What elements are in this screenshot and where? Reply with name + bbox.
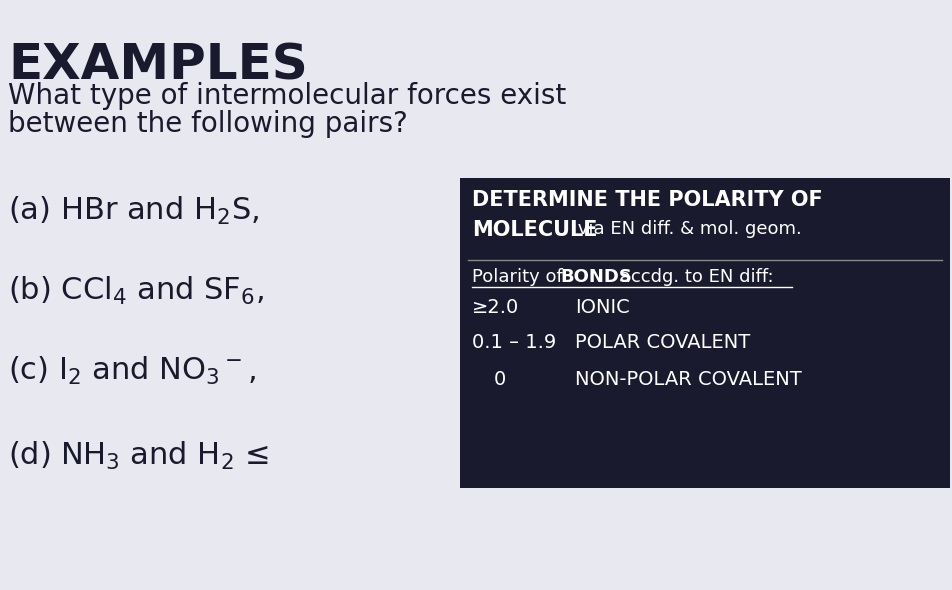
Text: EXAMPLES: EXAMPLES xyxy=(8,42,307,90)
Text: DETERMINE THE POLARITY OF: DETERMINE THE POLARITY OF xyxy=(471,190,822,210)
Text: (b) CCl$_4$ and SF$_6$,: (b) CCl$_4$ and SF$_6$, xyxy=(8,275,264,307)
Text: ≥2.0: ≥2.0 xyxy=(471,298,519,317)
Text: (a) HBr and H$_2$S,: (a) HBr and H$_2$S, xyxy=(8,195,259,227)
Text: IONIC: IONIC xyxy=(574,298,629,317)
Text: What type of intermolecular forces exist: What type of intermolecular forces exist xyxy=(8,82,565,110)
Text: NON-POLAR COVALENT: NON-POLAR COVALENT xyxy=(574,370,801,389)
Text: between the following pairs?: between the following pairs? xyxy=(8,110,407,138)
Text: POLAR COVALENT: POLAR COVALENT xyxy=(574,333,749,352)
Text: MOLECULE: MOLECULE xyxy=(471,220,597,240)
Text: BONDS: BONDS xyxy=(560,268,631,286)
FancyBboxPatch shape xyxy=(460,178,949,488)
Text: (d) NH$_3$ and H$_2$ ≤: (d) NH$_3$ and H$_2$ ≤ xyxy=(8,440,268,472)
Text: accdg. to EN diff:: accdg. to EN diff: xyxy=(613,268,773,286)
Text: (c) I$_2$ and NO$_3$$^-$,: (c) I$_2$ and NO$_3$$^-$, xyxy=(8,355,256,387)
Text: Polarity of: Polarity of xyxy=(471,268,568,286)
Text: 0.1 – 1.9: 0.1 – 1.9 xyxy=(471,333,556,352)
Text: 0: 0 xyxy=(493,370,506,389)
Text: via EN diff. & mol. geom.: via EN diff. & mol. geom. xyxy=(571,220,801,238)
